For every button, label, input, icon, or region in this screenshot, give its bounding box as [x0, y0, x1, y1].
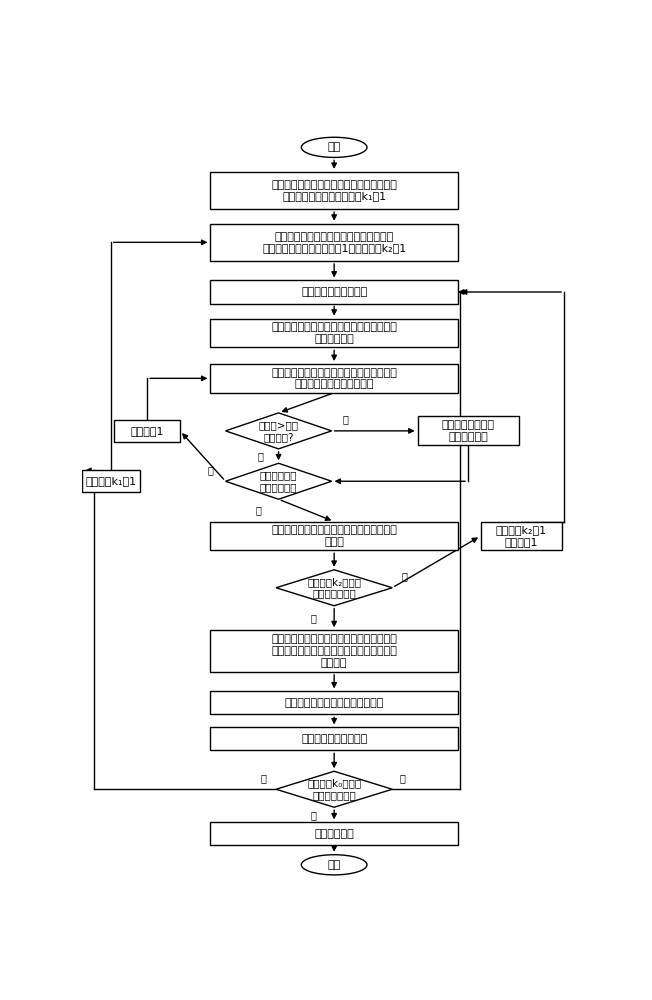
- Text: 使初始粒子的全局最优和个体最优取值为一
个足够大的数: 使初始粒子的全局最优和个体最优取值为一 个足够大的数: [271, 322, 397, 344]
- FancyBboxPatch shape: [211, 364, 458, 393]
- Text: 迭代次数k₂是否达
到最大迭代次数: 迭代次数k₂是否达 到最大迭代次数: [307, 577, 361, 599]
- FancyBboxPatch shape: [82, 470, 140, 492]
- FancyBboxPatch shape: [211, 727, 458, 750]
- Text: 更新当前个体极值
为此时适应值: 更新当前个体极值 为此时适应值: [441, 420, 495, 442]
- Polygon shape: [276, 771, 393, 807]
- FancyBboxPatch shape: [211, 522, 458, 550]
- Text: 计算粒子适应值，记录机组此启停组合下的
最优负荷分配以及最优煤耗: 计算粒子适应值，记录机组此启停组合下的 最优负荷分配以及最优煤耗: [271, 368, 397, 389]
- Text: 是: 是: [311, 613, 317, 623]
- Text: 输入原始数据、初始出清电价及粒子群算法
的动态参数，并将迭代次数k₁置1: 输入原始数据、初始出清电价及粒子群算法 的动态参数，并将迭代次数k₁置1: [271, 180, 397, 201]
- FancyBboxPatch shape: [211, 172, 458, 209]
- Text: 否: 否: [260, 773, 267, 783]
- Text: 否: 否: [402, 571, 408, 581]
- Text: 否: 否: [343, 414, 349, 424]
- Text: 采用非线性规划函数求解下层模型: 采用非线性规划函数求解下层模型: [284, 698, 384, 708]
- Text: 开始: 开始: [327, 142, 341, 152]
- Text: 各发电企业的出清电价: 各发电企业的出清电价: [301, 734, 367, 744]
- Text: 根据最优启停状态，计算机组此启停组合下
的最优发电企业负利润以及各发电企业单位
发电成本: 根据最优启停状态，计算机组此启停组合下 的最优发电企业负利润以及各发电企业单位 …: [271, 634, 397, 668]
- Ellipse shape: [301, 855, 367, 875]
- Text: 更新粒子的速度和位置: 更新粒子的速度和位置: [301, 287, 367, 297]
- Text: 结束: 结束: [327, 860, 341, 870]
- Text: 根据适应值的粒子位置，更新粒子群的速度
和位置: 根据适应值的粒子位置，更新粒子群的速度 和位置: [271, 525, 397, 547]
- Ellipse shape: [301, 137, 367, 157]
- FancyBboxPatch shape: [114, 420, 180, 442]
- Text: 适应值>当前
个体极值?: 适应值>当前 个体极值?: [259, 420, 299, 442]
- FancyBboxPatch shape: [211, 224, 458, 261]
- FancyBboxPatch shape: [417, 416, 518, 445]
- Text: 否: 否: [207, 465, 213, 475]
- Polygon shape: [276, 570, 393, 606]
- Polygon shape: [226, 463, 332, 499]
- Text: 否: 否: [400, 773, 406, 783]
- Polygon shape: [226, 413, 332, 449]
- Text: 是: 是: [256, 505, 261, 515]
- FancyBboxPatch shape: [211, 822, 458, 845]
- Text: 迭代次数k₀是否达
到最大迭代次数: 迭代次数k₀是否达 到最大迭代次数: [307, 778, 361, 800]
- Text: 输出相应数据: 输出相应数据: [314, 829, 354, 839]
- Text: 种群数加1: 种群数加1: [130, 426, 164, 436]
- Text: 迭代次数k₁加1: 迭代次数k₁加1: [85, 476, 136, 486]
- Text: 是: 是: [258, 451, 264, 461]
- Text: 是: 是: [311, 810, 317, 820]
- Text: 迭代次数k₂加1
种群数置1: 迭代次数k₂加1 种群数置1: [496, 525, 546, 547]
- Text: 种群数量是否
达到种群总数: 种群数量是否 达到种群总数: [259, 470, 297, 492]
- Text: 形成初始粒子群的粒子位置（机组启停状
态）和粒子速度，种群数置1，迭代次数k₂置1: 形成初始粒子群的粒子位置（机组启停状 态）和粒子速度，种群数置1，迭代次数k₂置…: [262, 232, 406, 253]
- FancyBboxPatch shape: [481, 522, 561, 550]
- FancyBboxPatch shape: [211, 691, 458, 714]
- FancyBboxPatch shape: [211, 630, 458, 672]
- FancyBboxPatch shape: [211, 319, 458, 347]
- FancyBboxPatch shape: [211, 280, 458, 304]
